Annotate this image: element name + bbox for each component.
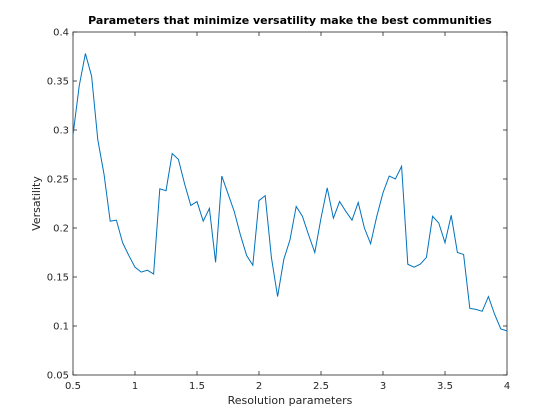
- x-axis-label: Resolution parameters: [228, 394, 353, 407]
- y-tick-labels: 0.05 0.1 0.15 0.2 0.25 0.3 0.35 0.4: [47, 28, 69, 382]
- plot-area: [72, 31, 508, 376]
- x-tick-label: 2.5: [313, 381, 329, 392]
- y-tick-label: 0.05: [47, 371, 69, 382]
- x-tick-label: 1: [132, 381, 138, 392]
- axis-ticks: [72, 31, 508, 376]
- y-tick-label: 0.25: [47, 175, 69, 186]
- y-tick-label: 0.15: [47, 273, 69, 284]
- series-line: [72, 53, 508, 332]
- y-tick-label: 0.2: [53, 224, 69, 235]
- y-tick-label: 0.3: [53, 126, 69, 137]
- x-tick-label: 0.5: [65, 381, 81, 392]
- y-tick-label: 0.35: [47, 77, 69, 88]
- x-tick-label: 3.5: [437, 381, 453, 392]
- x-tick-labels: 0.5 1 1.5 2 2.5 3 3.5 4: [65, 381, 510, 392]
- y-axis-label: Versatility: [30, 176, 43, 231]
- chart-title: Parameters that minimize versatility mak…: [88, 14, 492, 27]
- x-tick-label: 4: [504, 381, 510, 392]
- x-tick-label: 2: [256, 381, 262, 392]
- x-tick-label: 3: [380, 381, 386, 392]
- y-tick-label: 0.1: [53, 322, 69, 333]
- x-tick-label: 1.5: [189, 381, 205, 392]
- y-tick-label: 0.4: [53, 28, 69, 39]
